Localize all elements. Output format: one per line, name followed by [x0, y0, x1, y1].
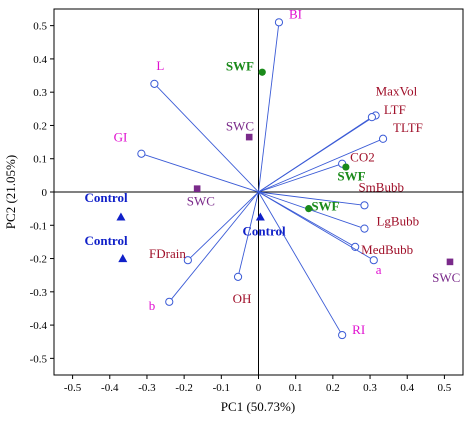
loading-label: LTF: [384, 102, 406, 117]
loading-label: RI: [352, 322, 365, 337]
loading-line: [258, 191, 365, 206]
y-tick-label: 0.5: [33, 21, 47, 33]
score-swc-point: [446, 258, 454, 266]
loading-line: [258, 191, 343, 336]
score-label: Control: [243, 223, 286, 238]
y-axis-title: PC2 (21.05%): [3, 155, 18, 229]
y-tick-label: 0: [42, 187, 48, 199]
loading-label: GI: [114, 130, 128, 145]
loading-line: [258, 138, 384, 193]
loading-point: [369, 256, 378, 265]
score-label: SWC: [432, 270, 460, 285]
score-label: SWC: [226, 118, 254, 133]
y-tick-label: 0.3: [33, 87, 47, 99]
loading-vectors: [137, 18, 388, 340]
loading-line: [154, 83, 259, 193]
loading-label: L: [156, 58, 164, 73]
x-tick-label: -0.4: [101, 382, 119, 394]
score-label: Control: [84, 233, 127, 248]
x-tick-label: 0.2: [326, 382, 340, 394]
score-label: SWF: [337, 168, 365, 183]
y-tick-label: -0.5: [30, 353, 48, 365]
loading-point: [233, 272, 243, 281]
x-tick-label: 0.4: [400, 382, 414, 394]
loading-point: [274, 18, 284, 27]
point-labels: BI L GI MaxVol LTF TLTF CO2 SmBubb LgBubb MedBubb…: [84, 6, 460, 337]
loading-line: [258, 116, 373, 193]
score-control-point: [116, 212, 126, 221]
score-control-point: [118, 254, 128, 263]
score-label: SWF: [311, 198, 339, 213]
loading-label: BI: [289, 6, 302, 21]
x-tick-label: 0: [256, 382, 262, 394]
loading-line: [141, 153, 259, 193]
y-tick-label: -0.2: [30, 254, 47, 266]
y-tick-label: 0.1: [33, 154, 47, 166]
loading-point: [150, 79, 159, 88]
score-label: SWF: [226, 59, 254, 74]
y-tick-label: 0.4: [33, 54, 47, 66]
y-tick-label: -0.3: [30, 287, 48, 299]
loading-label: a: [376, 262, 382, 277]
score-control-point: [255, 212, 265, 221]
score-swf-point: [258, 68, 266, 76]
loading-label: MedBubb: [361, 242, 413, 257]
loading-label: MaxVol: [376, 83, 418, 98]
loading-point: [137, 149, 146, 158]
loading-line: [187, 191, 259, 261]
loading-point: [183, 256, 192, 265]
score-points: [116, 68, 454, 266]
score-swf-point: [342, 163, 350, 171]
loading-point: [360, 201, 369, 210]
loading-point: [165, 297, 174, 306]
y-tick-label: -0.4: [30, 320, 48, 332]
loading-label: LgBubb: [376, 214, 419, 229]
score-label: Control: [84, 190, 127, 205]
loading-point: [367, 113, 377, 122]
x-tick-label: 0.5: [438, 382, 452, 394]
loading-label: FDrain: [149, 246, 186, 261]
loading-line: [258, 163, 343, 193]
score-swc-point: [193, 185, 201, 192]
loading-label: SmBubb: [358, 179, 404, 194]
loading-label: OH: [233, 291, 252, 306]
loading-line: [168, 191, 259, 303]
y-tick-group: 0.5 0.4 0.3 0.2 0.1 0 -0.1 -0.2 -0.3 -0.4 -0.5: [30, 21, 54, 365]
loading-point: [360, 224, 369, 233]
score-swf-point: [305, 205, 313, 213]
loading-point: [378, 134, 388, 143]
score-label: SWC: [187, 193, 215, 208]
loading-line: [258, 22, 280, 193]
y-tick-label: 0.2: [33, 120, 47, 132]
y-tick-label: -0.1: [30, 220, 47, 232]
loading-point: [338, 330, 347, 340]
x-axis-title: PC1 (50.73%): [221, 399, 295, 414]
loading-line: [258, 191, 374, 261]
loading-line: [237, 191, 259, 277]
loading-label: b: [149, 298, 156, 313]
loading-label: TLTF: [393, 120, 423, 135]
x-tick-label: -0.2: [175, 382, 192, 394]
score-swc-point: [245, 133, 253, 141]
loading-label: CO2: [350, 150, 375, 165]
x-tick-group: -0.5 -0.4 -0.3 -0.2 -0.1 0 0.1 0.2 0.3 0.4 0.5: [64, 375, 452, 394]
x-tick-label: 0.1: [289, 382, 303, 394]
x-tick-label: 0.3: [363, 382, 377, 394]
x-tick-label: -0.5: [64, 382, 82, 394]
x-tick-label: -0.1: [213, 382, 230, 394]
x-tick-label: -0.3: [138, 382, 156, 394]
